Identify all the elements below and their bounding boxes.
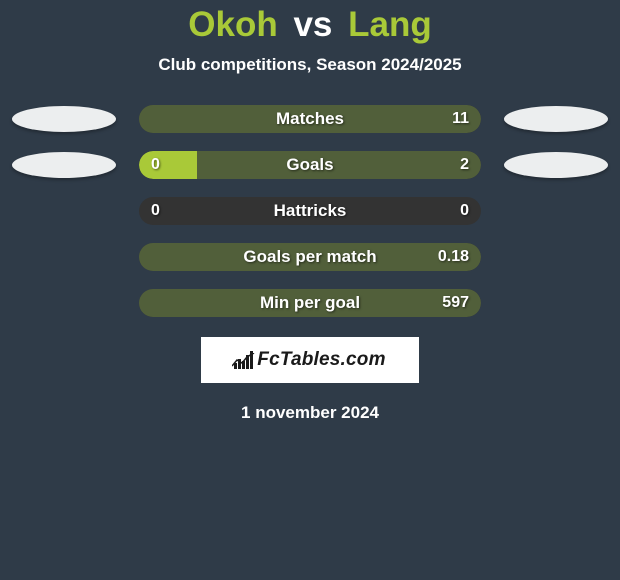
title-vs: vs (293, 5, 332, 44)
stat-rows: Matches11 Goals02 Hattricks0 0 Goals per mat… (0, 105, 620, 317)
bar-fill-left (139, 151, 197, 179)
avatar-left (9, 106, 119, 132)
bar-fill-right (139, 105, 481, 133)
spacer (501, 257, 611, 258)
stat-bar: Hattricks0 0 (139, 197, 481, 225)
spacer (9, 211, 119, 212)
avatar (504, 152, 608, 178)
stat-row: Goals per match0.18 (0, 243, 620, 271)
stat-bar: Goals per match0.18 (139, 243, 481, 271)
avatar (504, 106, 608, 132)
stat-row: Hattricks0 0 (0, 197, 620, 225)
stat-value-right: 0 (460, 197, 469, 225)
stat-bar: Goals02 (139, 151, 481, 179)
bar-fill-right (139, 289, 481, 317)
date-label: 1 november 2024 (0, 403, 620, 423)
title-player1: Okoh (188, 5, 277, 44)
avatar-right (501, 152, 611, 178)
spacer (501, 211, 611, 212)
subtitle: Club competitions, Season 2024/2025 (0, 55, 620, 75)
brand-badge: FcTables.com (201, 337, 419, 383)
brand-text: FcTables.com (257, 349, 385, 371)
title-player2: Lang (348, 5, 432, 44)
spacer (501, 303, 611, 304)
stat-label: Hattricks (139, 197, 481, 225)
page-title: Okoh vs Lang (0, 5, 620, 45)
avatar (12, 106, 116, 132)
bar-fill-right (139, 243, 481, 271)
avatar (12, 152, 116, 178)
bar-chart-icon (234, 351, 253, 369)
stat-row: Goals02 (0, 151, 620, 179)
stat-bar: Min per goal597 (139, 289, 481, 317)
stat-row: Matches11 (0, 105, 620, 133)
stats-comparison-card: Okoh vs Lang Club competitions, Season 2… (0, 0, 620, 423)
bar-fill-right (197, 151, 481, 179)
avatar-right (501, 106, 611, 132)
spacer (9, 257, 119, 258)
stat-value-left: 0 (151, 197, 160, 225)
stat-row: Min per goal597 (0, 289, 620, 317)
spacer (9, 303, 119, 304)
avatar-left (9, 152, 119, 178)
stat-bar: Matches11 (139, 105, 481, 133)
